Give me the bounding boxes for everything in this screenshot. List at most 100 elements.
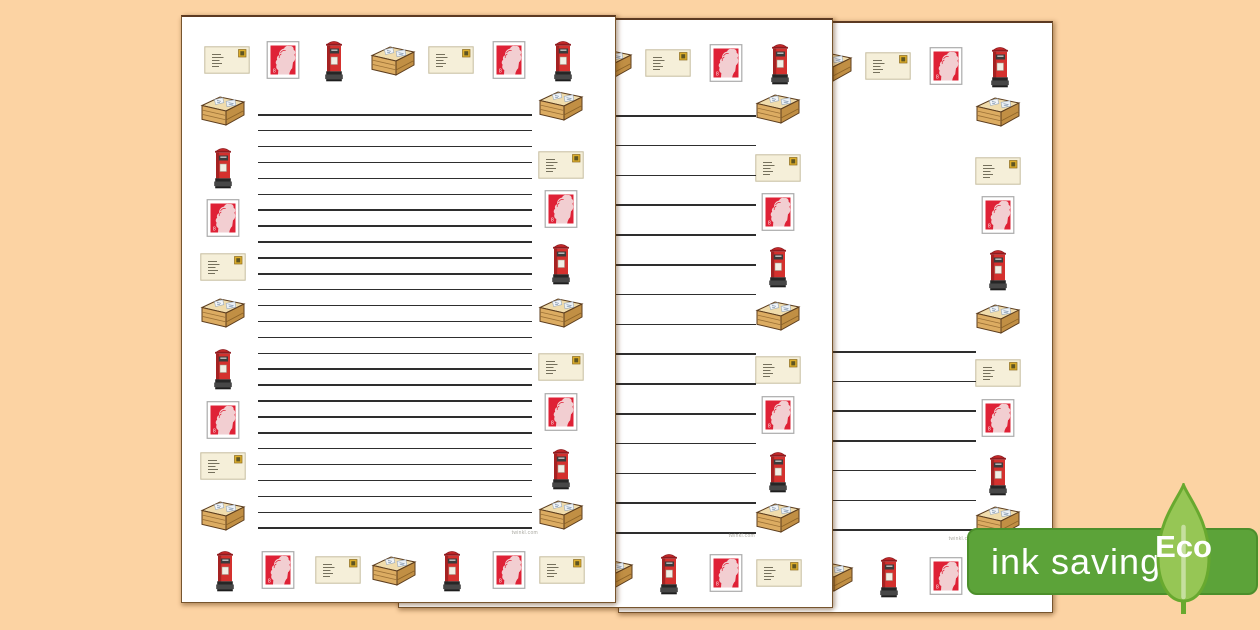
- writing-line: [258, 432, 532, 434]
- postbox-icon: [440, 547, 464, 593]
- postbox-icon: [766, 448, 790, 494]
- postage-stamp-icon: 8: [206, 401, 240, 439]
- writing-line: [258, 304, 532, 307]
- writing-line: [258, 193, 532, 195]
- writing-line: [258, 177, 532, 180]
- writing-line: [695, 351, 976, 353]
- writing-line: [258, 384, 532, 386]
- writing-line: [258, 161, 532, 164]
- watermark-url: twinkl.com: [511, 530, 538, 536]
- envelope-icon: [865, 52, 911, 80]
- postbox-icon: [986, 451, 1010, 497]
- svg-text:8: 8: [988, 427, 991, 433]
- svg-text:8: 8: [499, 69, 502, 75]
- postage-stamp-icon: 8: [929, 557, 963, 595]
- postage-stamp-icon: 8: [492, 551, 526, 589]
- parcel-icon: [537, 497, 585, 532]
- postage-stamp-icon: 8: [266, 41, 300, 79]
- svg-text:8: 8: [936, 75, 939, 81]
- envelope-icon: [539, 556, 585, 584]
- svg-text:8: 8: [551, 218, 554, 224]
- parcel-icon: [199, 295, 247, 330]
- writing-paper-narrow-lines: 8 8: [181, 15, 616, 603]
- writing-line: [695, 410, 976, 412]
- postbox-icon: [766, 243, 790, 289]
- writing-line: [258, 416, 532, 418]
- postage-stamp-icon: 8: [709, 44, 743, 82]
- leaf-icon: [1156, 483, 1211, 614]
- svg-text:8: 8: [273, 69, 276, 75]
- writing-line: [258, 145, 532, 148]
- writing-line: [258, 336, 532, 339]
- parcel-icon: [754, 298, 802, 333]
- parcel-icon: [754, 91, 802, 126]
- writing-line: [695, 529, 976, 531]
- postage-stamp-icon: 8: [261, 551, 295, 589]
- parcel-icon: [199, 93, 247, 128]
- writing-line: [695, 499, 976, 501]
- envelope-icon: [755, 154, 801, 182]
- envelope-icon: [200, 452, 246, 480]
- envelope-icon: [428, 46, 474, 74]
- envelope-icon: [975, 157, 1021, 185]
- writing-line: [258, 463, 532, 466]
- parcel-icon: [974, 301, 1022, 336]
- envelope-icon: [975, 359, 1021, 387]
- svg-text:8: 8: [936, 585, 939, 591]
- parcel-icon: [537, 88, 585, 123]
- writing-line: [258, 209, 532, 211]
- postage-stamp-icon: 8: [761, 193, 795, 231]
- svg-text:8: 8: [716, 582, 719, 588]
- postage-stamp-icon: 8: [544, 190, 578, 228]
- parcel-icon: [974, 94, 1022, 129]
- postbox-icon: [211, 345, 235, 391]
- postage-stamp-icon: 8: [709, 554, 743, 592]
- parcel-icon: [537, 295, 585, 330]
- envelope-icon: [204, 46, 250, 74]
- writing-line: [258, 495, 532, 498]
- envelope-icon: [315, 556, 361, 584]
- postage-stamp-icon: 8: [206, 199, 240, 237]
- writing-line: [695, 440, 976, 442]
- writing-line: [258, 527, 532, 529]
- watermark-url: twinkl.com: [728, 533, 755, 539]
- watermark-url: twinkl.com: [948, 536, 975, 542]
- svg-text:8: 8: [716, 72, 719, 78]
- svg-text:8: 8: [988, 224, 991, 230]
- parcel-icon: [370, 553, 418, 588]
- postbox-icon: [988, 43, 1012, 89]
- svg-text:8: 8: [768, 221, 771, 227]
- writing-line: [258, 447, 532, 450]
- envelope-icon: [755, 356, 801, 384]
- writing-line: [258, 352, 532, 354]
- postbox-icon: [322, 37, 346, 83]
- eco-leaf-badge: Eco: [1146, 483, 1221, 618]
- svg-text:8: 8: [768, 424, 771, 430]
- postbox-icon: [551, 37, 575, 83]
- postbox-icon: [657, 550, 681, 596]
- writing-line: [258, 225, 532, 227]
- writing-line: [695, 469, 976, 472]
- postbox-icon: [877, 553, 901, 599]
- writing-line: [258, 368, 532, 370]
- writing-line: [258, 479, 532, 482]
- postage-stamp-icon: 8: [981, 196, 1015, 234]
- postage-stamp-icon: 8: [544, 393, 578, 431]
- eco-label: Eco: [1155, 529, 1212, 564]
- svg-text:8: 8: [268, 579, 271, 585]
- postage-stamp-icon: 8: [492, 41, 526, 79]
- writing-line: [258, 114, 532, 116]
- envelope-icon: [200, 253, 246, 281]
- envelope-icon: [756, 559, 802, 587]
- postbox-icon: [549, 240, 573, 286]
- postbox-icon: [986, 246, 1010, 292]
- envelope-icon: [538, 151, 584, 179]
- svg-text:8: 8: [551, 421, 554, 427]
- writing-line: [258, 273, 532, 275]
- writing-line: [258, 241, 532, 243]
- postage-stamp-icon: 8: [981, 399, 1015, 437]
- postbox-icon: [549, 445, 573, 491]
- postbox-icon: [213, 547, 237, 593]
- parcel-icon: [369, 43, 417, 78]
